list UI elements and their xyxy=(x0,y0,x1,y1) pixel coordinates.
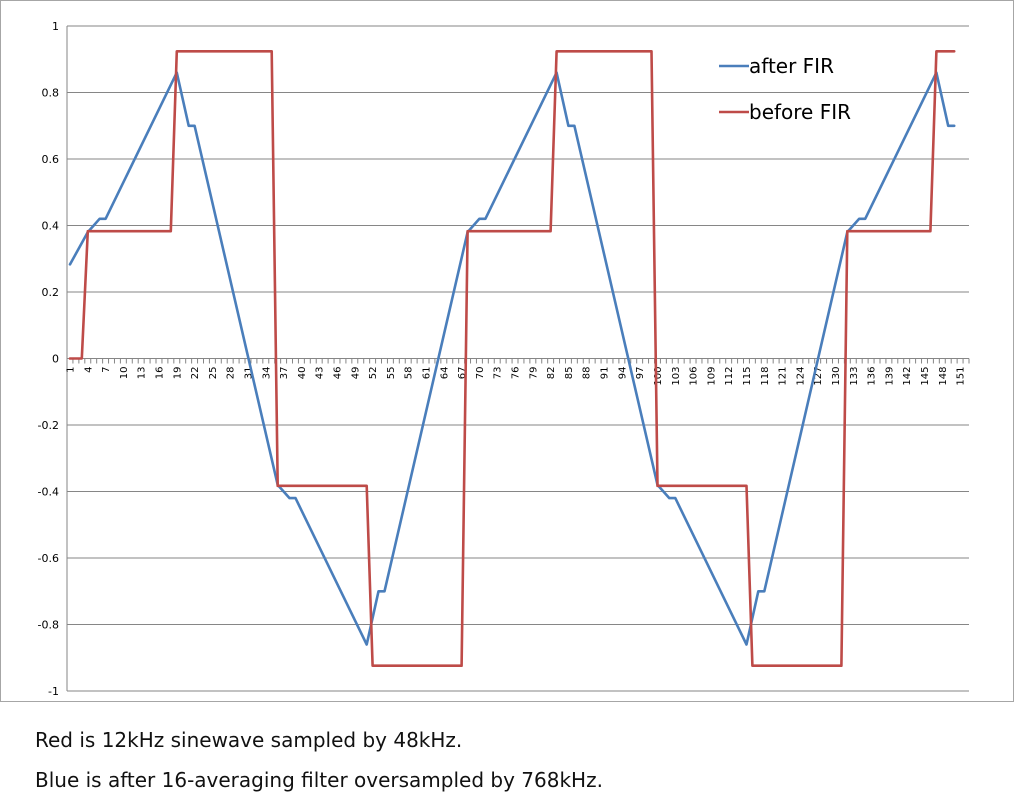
series-line-after-fir xyxy=(68,71,956,646)
x-tick-label: 13 xyxy=(137,367,148,380)
x-tick-label: 49 xyxy=(350,367,361,380)
x-tick-label: 88 xyxy=(582,367,593,380)
y-tick-label: 0.2 xyxy=(42,286,60,299)
x-tick-label: 46 xyxy=(333,367,344,380)
x-tick-label: 76 xyxy=(511,367,522,380)
x-tick-label: 130 xyxy=(831,367,842,386)
x-tick-label: 55 xyxy=(386,367,397,380)
line-chart: 1 0.8 0.6 0.4 0.2 0 -0.2 -0.4 -0.6 -0.8 -1 1 4 7 10 13… xyxy=(38,20,970,698)
x-tick-label: 64 xyxy=(439,367,450,380)
series-line-before-fir xyxy=(68,49,956,668)
x-tick-labels: 1 4 7 10 13 16 19 22 25 28 31 34 37 40 43 46 49 52 55 58 61 6… xyxy=(65,367,966,386)
x-tick-label: 124 xyxy=(795,367,806,386)
x-tick-label: 10 xyxy=(119,367,130,380)
x-tick-label: 34 xyxy=(261,367,272,380)
x-tick-label: 37 xyxy=(279,367,290,380)
y-tick-label: 0.8 xyxy=(42,87,60,100)
y-tick-label: 0.4 xyxy=(42,220,60,233)
caption-blue-description: Blue is after 16-averaging filter oversa… xyxy=(35,768,603,792)
x-tick-label: 22 xyxy=(190,367,201,380)
x-tick-label: 97 xyxy=(635,367,646,380)
x-tick-label: 43 xyxy=(315,367,326,380)
x-tick-label: 79 xyxy=(528,367,539,380)
y-tick-label: -1 xyxy=(48,685,59,698)
y-tick-label: -0.6 xyxy=(38,552,59,565)
axes xyxy=(66,26,970,691)
x-tick-label: 31 xyxy=(243,367,254,380)
y-tick-labels: 1 0.8 0.6 0.4 0.2 0 -0.2 -0.4 -0.6 -0.8 -1 xyxy=(38,20,59,698)
x-tick-label: 16 xyxy=(154,367,165,380)
y-tick-label: -0.2 xyxy=(38,419,59,432)
x-tick-label: 142 xyxy=(902,367,913,386)
x-tick-label: 133 xyxy=(849,367,860,386)
x-tick-label: 1 xyxy=(65,367,76,373)
x-tick-label: 112 xyxy=(724,367,735,386)
x-tick-label: 61 xyxy=(422,367,433,380)
x-tick-label: 136 xyxy=(867,367,878,386)
x-tick-label: 7 xyxy=(101,367,112,373)
x-tick-label: 151 xyxy=(956,367,967,386)
x-tick-label: 25 xyxy=(208,367,219,380)
x-tick-label: 118 xyxy=(760,367,771,386)
legend-label-after-fir: after FIR xyxy=(749,54,834,78)
y-tick-label: -0.4 xyxy=(38,486,59,499)
x-tick-label: 109 xyxy=(706,367,717,386)
x-tick-label: 52 xyxy=(368,367,379,380)
legend: after FIR before FIR xyxy=(719,54,851,124)
x-tick-label: 70 xyxy=(475,367,486,380)
x-tick-label: 4 xyxy=(83,367,94,373)
x-tick-label: 82 xyxy=(546,367,557,380)
x-tick-label: 19 xyxy=(172,367,183,380)
x-tick-label: 148 xyxy=(938,367,949,386)
x-tick-label: 28 xyxy=(226,367,237,380)
x-tick-label: 139 xyxy=(884,367,895,386)
x-tick-label: 94 xyxy=(617,367,628,380)
x-tick-label: 145 xyxy=(920,367,931,386)
x-tick-label: 85 xyxy=(564,367,575,380)
y-tick-label: 0.6 xyxy=(42,153,60,166)
x-tick-label: 103 xyxy=(671,367,682,386)
x-tick-label: 73 xyxy=(493,367,504,380)
series-lines xyxy=(68,49,956,668)
y-tick-label: 0 xyxy=(52,353,59,366)
x-tick-label: 100 xyxy=(653,367,664,386)
caption-red-description: Red is 12kHz sinewave sampled by 48kHz. xyxy=(35,728,463,752)
x-tick-label: 106 xyxy=(689,367,700,386)
x-tick-label: 91 xyxy=(600,367,611,380)
x-tick-label: 67 xyxy=(457,367,468,380)
y-tick-label: -0.8 xyxy=(38,619,59,632)
chart-frame: 1 0.8 0.6 0.4 0.2 0 -0.2 -0.4 -0.6 -0.8 -1 1 4 7 10 13… xyxy=(0,0,1014,702)
y-tick-label: 1 xyxy=(52,20,59,33)
x-tick-label: 121 xyxy=(778,367,789,386)
x-tick-label: 58 xyxy=(404,367,415,380)
x-tick-label: 115 xyxy=(742,367,753,386)
x-tick-label: 127 xyxy=(813,367,824,386)
x-tick-label: 40 xyxy=(297,367,308,380)
legend-label-before-fir: before FIR xyxy=(749,100,851,124)
